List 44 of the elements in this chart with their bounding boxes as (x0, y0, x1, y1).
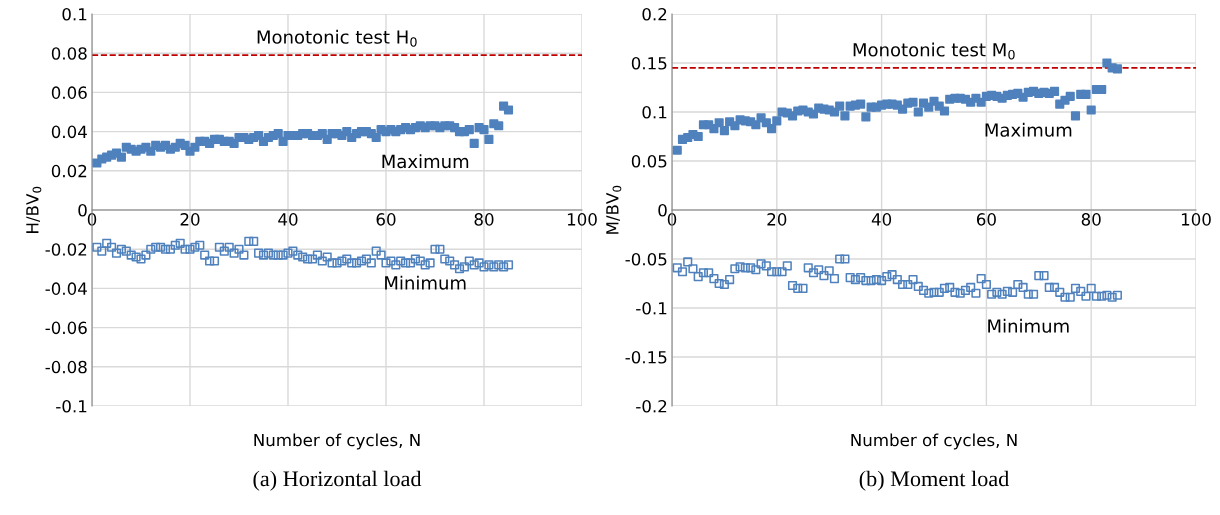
y-tick-label: 0.1 (642, 105, 667, 119)
y-tick-label: -0.15 (625, 350, 667, 364)
y-tick-label: 0.08 (51, 47, 87, 60)
x-tick-label: 100 (1181, 213, 1211, 226)
y-axis-title: H/BV$_{0}$ (26, 186, 42, 233)
annotation: Minimum (988, 318, 1069, 333)
x-axis-title: Number of cycles, N (851, 433, 1017, 450)
annotation: Maximum (985, 122, 1072, 137)
y-tick-label: 0.2 (642, 7, 667, 21)
x-axis-title: Number of cycles, N (254, 433, 420, 450)
y-axis-title: M/BV$_{0}$ (606, 185, 622, 234)
y-tick-label: -0.02 (45, 243, 87, 256)
x-tick-label: 0 (667, 213, 677, 226)
x-tick-label: 100 (567, 213, 597, 226)
annotation: Maximum (382, 154, 469, 169)
annotation: Minimum (385, 275, 466, 290)
y-tick-label: 0 (658, 203, 667, 217)
x-tick-label: 80 (1081, 213, 1101, 226)
y-tick-label: 0.06 (51, 86, 87, 99)
y-tick-label: -0.08 (45, 360, 87, 374)
x-tick-label: 20 (767, 213, 787, 226)
text: (b) Moment load (859, 470, 1010, 491)
x-tick-label: 40 (871, 213, 892, 226)
y-tick-label: -0.2 (636, 399, 667, 413)
x-tick-label: 60 (976, 213, 996, 226)
y-tick-label: -0.04 (45, 282, 87, 295)
y-tick-label: -0.1 (636, 301, 667, 315)
x-tick-label: 20 (180, 213, 200, 226)
y-tick-label: 0.1 (62, 7, 87, 21)
y-tick-label: 0.02 (51, 164, 87, 178)
y-tick-label: 0.15 (631, 56, 667, 70)
ref-line-label: Monotonic test H$_{0}$ (257, 29, 417, 47)
text: (a) Horizontal load (253, 470, 422, 491)
x-tick-label: 80 (474, 213, 494, 226)
y-tick-label: 0 (78, 203, 87, 217)
x-tick-label: 0 (87, 213, 97, 226)
y-tick-label: 0.04 (51, 125, 87, 139)
y-tick-label: -0.06 (45, 321, 87, 335)
x-tick-label: 40 (278, 213, 298, 226)
ref-line-label: Monotonic test M$_{0}$ (853, 42, 1015, 60)
y-tick-label: -0.05 (625, 252, 667, 266)
y-tick-label: -0.1 (56, 399, 87, 413)
y-tick-label: 0.05 (631, 154, 667, 168)
x-tick-label: 60 (376, 213, 396, 226)
